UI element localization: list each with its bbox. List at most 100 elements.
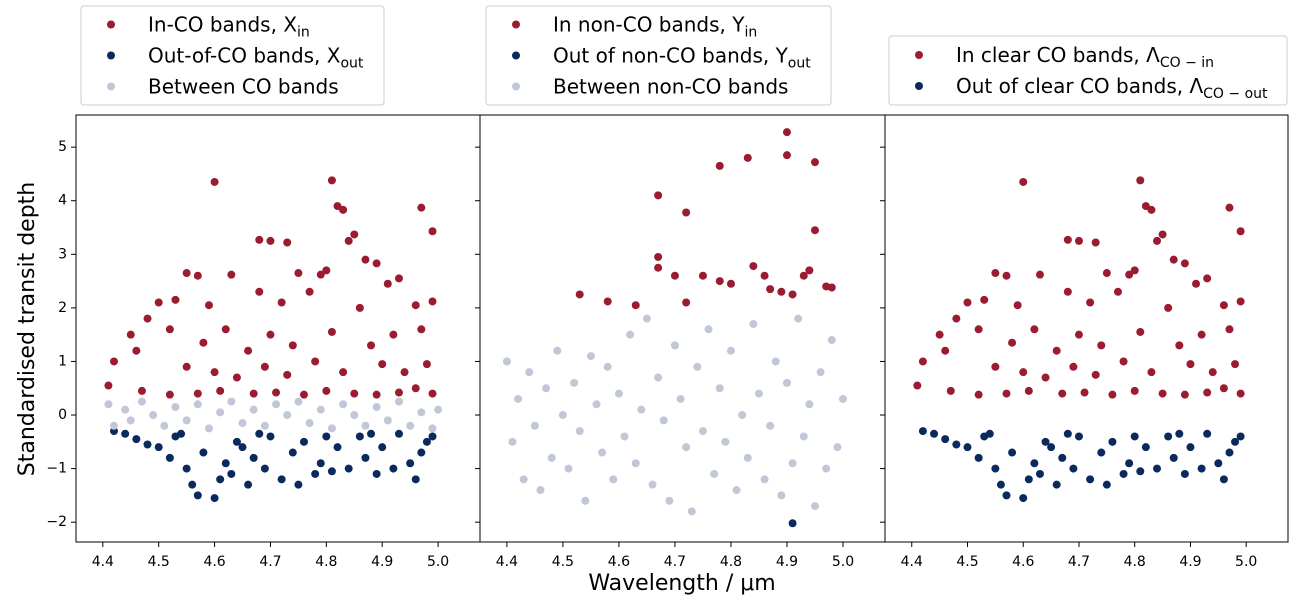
data-point xyxy=(1008,338,1017,347)
data-point xyxy=(143,314,152,323)
data-point xyxy=(411,384,420,393)
data-point xyxy=(1236,432,1245,441)
data-point xyxy=(1102,269,1111,278)
data-point xyxy=(428,424,437,433)
legend-label: In non-CO bands, Yin xyxy=(553,13,757,41)
data-point xyxy=(294,397,303,406)
data-point xyxy=(952,314,961,323)
data-point xyxy=(104,381,113,390)
x-tick-label: 4.8 xyxy=(720,554,742,570)
data-point xyxy=(1086,475,1095,484)
data-point xyxy=(1153,236,1162,245)
data-point xyxy=(838,394,847,403)
data-point xyxy=(367,429,376,438)
data-point xyxy=(805,400,814,409)
data-point xyxy=(710,469,719,478)
data-point xyxy=(626,330,635,339)
data-point xyxy=(1147,205,1156,214)
legend-subscript: CO − in xyxy=(1160,55,1214,71)
data-point xyxy=(121,405,130,414)
legend-label: Between CO bands xyxy=(148,75,339,99)
y-tick-label: −2 xyxy=(46,514,67,530)
data-point xyxy=(182,416,191,425)
x-tick-label: 4.9 xyxy=(1179,554,1201,570)
data-point xyxy=(272,388,281,397)
data-point xyxy=(121,429,130,438)
data-point xyxy=(305,419,314,428)
data-point xyxy=(1225,203,1234,212)
data-point xyxy=(316,405,325,414)
data-point xyxy=(1063,287,1072,296)
data-point xyxy=(715,384,724,393)
data-point xyxy=(210,177,219,186)
data-point xyxy=(963,298,972,307)
data-point xyxy=(361,255,370,264)
data-point xyxy=(1130,386,1139,395)
plot-frame xyxy=(479,114,886,543)
data-point xyxy=(327,424,336,433)
data-point xyxy=(525,368,534,377)
data-point xyxy=(311,469,320,478)
data-point xyxy=(654,191,663,200)
legend-label: In clear CO bands, ΛCO − in xyxy=(956,43,1214,71)
legend-box xyxy=(485,5,832,106)
data-point xyxy=(631,301,640,310)
data-point xyxy=(238,419,247,428)
data-point xyxy=(227,397,236,406)
data-point xyxy=(1169,255,1178,264)
data-point xyxy=(1130,266,1139,275)
data-point xyxy=(417,325,426,334)
data-point xyxy=(394,274,403,283)
legend-name: Out of non-CO bands, Y xyxy=(553,44,789,68)
data-point xyxy=(1180,469,1189,478)
x-tick-label: 4.6 xyxy=(203,554,225,570)
data-point xyxy=(283,370,292,379)
data-point xyxy=(1086,298,1095,307)
data-point xyxy=(514,394,523,403)
data-point xyxy=(417,448,426,457)
data-point xyxy=(255,235,264,244)
legend-marker xyxy=(512,82,520,91)
data-point xyxy=(1153,464,1162,473)
data-point xyxy=(1052,480,1061,489)
x-tick-label: 4.6 xyxy=(1012,554,1034,570)
data-point xyxy=(227,469,236,478)
data-point xyxy=(782,151,791,160)
data-point xyxy=(609,475,618,484)
data-point xyxy=(1125,270,1134,279)
data-point xyxy=(1102,480,1111,489)
y-tick-label: −1 xyxy=(46,461,67,477)
data-point xyxy=(654,252,663,261)
data-point xyxy=(1041,373,1050,382)
data-point xyxy=(221,325,230,334)
data-point xyxy=(389,464,398,473)
data-point xyxy=(698,427,707,436)
y-tick-label: 3 xyxy=(58,246,67,262)
data-point xyxy=(434,405,443,414)
data-point xyxy=(1219,301,1228,310)
y-tick-label: 1 xyxy=(58,353,67,369)
data-point xyxy=(799,432,808,441)
data-point xyxy=(592,400,601,409)
data-point xyxy=(603,297,612,306)
data-point xyxy=(210,494,219,503)
data-point xyxy=(372,390,381,399)
data-point xyxy=(788,459,797,468)
data-point xyxy=(575,427,584,436)
data-point xyxy=(327,467,336,476)
data-point xyxy=(1030,325,1039,334)
data-point xyxy=(598,448,607,457)
data-point xyxy=(154,298,163,307)
data-point xyxy=(682,298,691,307)
x-axis-label: Wavelength / μm xyxy=(588,571,775,596)
x-tick-label: 4.4 xyxy=(496,554,518,570)
data-point xyxy=(1002,389,1011,398)
legend-marker xyxy=(512,51,520,60)
data-point xyxy=(530,421,539,430)
data-point xyxy=(1008,448,1017,457)
data-point xyxy=(654,263,663,272)
x-tick-label: 4.7 xyxy=(664,554,686,570)
data-point xyxy=(367,341,376,350)
legend-marker xyxy=(915,82,923,90)
